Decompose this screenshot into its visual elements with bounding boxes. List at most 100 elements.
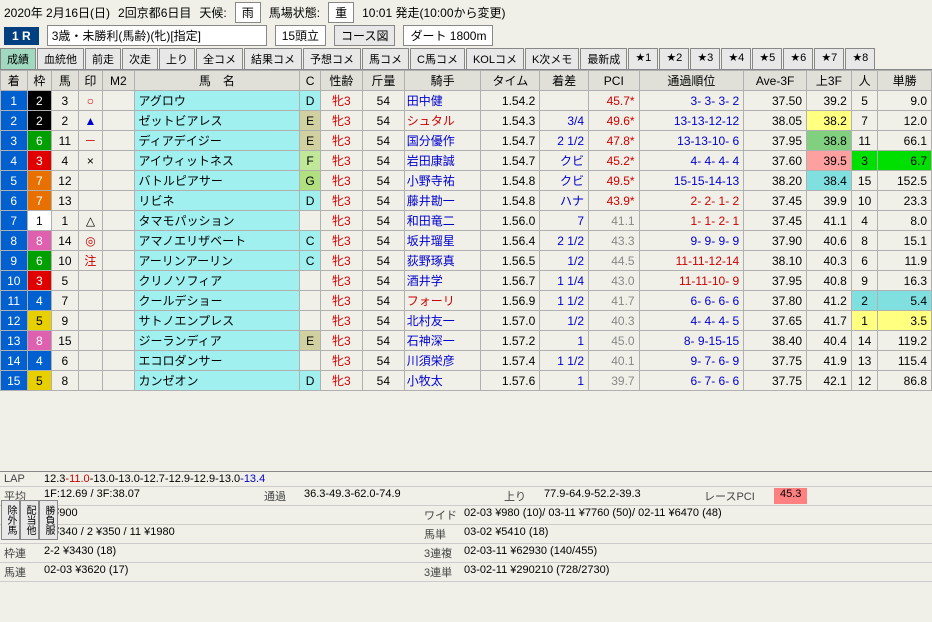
col-header[interactable]: 馬 名: [134, 71, 300, 91]
cell: カンゼオン: [134, 371, 300, 391]
table-row[interactable]: 1035クリノソフィア牝354酒井学1.56.71 1/443.011-11-1…: [1, 271, 932, 291]
tab-5[interactable]: 全コメ: [196, 48, 243, 69]
tab-6[interactable]: 結果コメ: [244, 48, 302, 69]
col-header[interactable]: M2: [103, 71, 134, 91]
cell: 119.2: [878, 331, 932, 351]
table-row[interactable]: 222▲ゼットビアレスE牝354シュタル1.54.33/449.6*13-13-…: [1, 111, 932, 131]
cell: 2: [1, 111, 28, 131]
col-header[interactable]: 斤量: [362, 71, 404, 91]
col-header[interactable]: 印: [78, 71, 103, 91]
side-tabs: 勝負服 配当他 除外馬: [1, 500, 58, 541]
tab-14[interactable]: ★2: [659, 48, 689, 69]
tab-1[interactable]: 血統他: [37, 48, 84, 69]
tab-4[interactable]: 上り: [159, 48, 195, 69]
cell: 14: [52, 231, 79, 251]
cell: [540, 91, 589, 111]
col-header[interactable]: 馬: [52, 71, 79, 91]
table-row[interactable]: 3611－ディアデイジーE牝354国分優作1.54.72 1/247.8*13-…: [1, 131, 932, 151]
tab-18[interactable]: ★6: [783, 48, 813, 69]
cell: 1.54.3: [481, 111, 540, 131]
tab-12[interactable]: 最新成: [580, 48, 627, 69]
cell: 12.0: [878, 111, 932, 131]
cell: 牝3: [320, 251, 362, 271]
cell: 86.8: [878, 371, 932, 391]
table-row[interactable]: 13815ジーランディアE牝354石神深一1.57.2145.08- 9-15-…: [1, 331, 932, 351]
table-row[interactable]: 8814◎アマノエリザベートC牝354坂井瑠星1.56.42 1/243.39-…: [1, 231, 932, 251]
pass-label: 通過: [264, 488, 304, 504]
side-tab-1[interactable]: 勝負服: [39, 500, 58, 540]
cell: 9: [1, 251, 28, 271]
table-row[interactable]: 123○アグロウD牝354田中健1.54.245.7*3- 3- 3- 237.…: [1, 91, 932, 111]
cell: [78, 311, 103, 331]
cell: 37.45: [744, 191, 807, 211]
wakuren-value: 2-2 ¥3430 (18): [44, 545, 424, 561]
col-header[interactable]: タイム: [481, 71, 540, 91]
cell: アーリンアーリン: [134, 251, 300, 271]
cell: [103, 291, 134, 311]
tab-11[interactable]: K次メモ: [525, 48, 579, 69]
col-header[interactable]: C: [300, 71, 321, 91]
table-row[interactable]: 1558カンゼオンD牝354小牧太1.57.6139.76- 7- 6- 637…: [1, 371, 932, 391]
tab-0[interactable]: 成績: [0, 48, 36, 69]
col-header[interactable]: 単勝: [878, 71, 932, 91]
tab-20[interactable]: ★8: [845, 48, 875, 69]
col-header[interactable]: 着: [1, 71, 28, 91]
cell: 6.7: [878, 151, 932, 171]
cell: [103, 351, 134, 371]
col-header[interactable]: 着差: [540, 71, 589, 91]
umatan-label: 馬単: [424, 526, 464, 542]
table-row[interactable]: 1446エコロダンサー牝354川須栄彦1.57.41 1/240.19- 7- …: [1, 351, 932, 371]
table-row[interactable]: 1259サトノエンプレス牝354北村友一1.57.01/240.34- 4- 4…: [1, 311, 932, 331]
table-row[interactable]: 9610注アーリンアーリンC牝354荻野琢真1.56.51/244.511-11…: [1, 251, 932, 271]
col-header[interactable]: PCI: [589, 71, 640, 91]
cell: ジーランディア: [134, 331, 300, 351]
col-header[interactable]: 枠: [27, 71, 52, 91]
col-header[interactable]: Ave-3F: [744, 71, 807, 91]
col-header[interactable]: 上3F: [807, 71, 852, 91]
wide-label: ワイド: [424, 507, 464, 523]
table-row[interactable]: 5712バトルピアサーG牝354小野寺祐1.54.8クビ49.5*15-15-1…: [1, 171, 932, 191]
tab-17[interactable]: ★5: [752, 48, 782, 69]
course-button[interactable]: コース図: [334, 25, 395, 46]
tab-13[interactable]: ★1: [628, 48, 658, 69]
sanfuku-value: 02-03-11 ¥62930 (140/455): [464, 545, 597, 561]
col-header[interactable]: 通過順位: [639, 71, 744, 91]
cell: 1.54.7: [481, 151, 540, 171]
tab-10[interactable]: KOLコメ: [466, 48, 524, 69]
table-row[interactable]: 711△タマモパッション牝354和田竜二1.56.0741.11- 1- 2- …: [1, 211, 932, 231]
cell: 国分優作: [404, 131, 481, 151]
cell: 54: [362, 371, 404, 391]
col-header[interactable]: 性齢: [320, 71, 362, 91]
side-tab-2[interactable]: 配当他: [20, 500, 39, 540]
cell: 7: [52, 291, 79, 311]
col-header[interactable]: 騎手: [404, 71, 481, 91]
col-header[interactable]: 人: [851, 71, 878, 91]
cell: 1 1/2: [540, 291, 589, 311]
tab-15[interactable]: ★3: [690, 48, 720, 69]
agari-label: 上り: [504, 488, 544, 504]
cell: 2: [52, 111, 79, 131]
cell: 7: [851, 111, 878, 131]
tab-8[interactable]: 馬コメ: [362, 48, 409, 69]
side-tab-3[interactable]: 除外馬: [1, 500, 20, 540]
cell: 7: [27, 191, 52, 211]
tab-19[interactable]: ★7: [814, 48, 844, 69]
start-time: 10:01 発走(10:00から変更): [362, 4, 505, 21]
tab-7[interactable]: 予想コメ: [303, 48, 361, 69]
table-row[interactable]: 434×アイウィットネスF牝354岩田康誠1.54.7クビ45.2*4- 4- …: [1, 151, 932, 171]
table-row[interactable]: 6713リビネD牝354藤井勘一1.54.8ハナ43.9*2- 2- 1- 23…: [1, 191, 932, 211]
cell: 13: [851, 351, 878, 371]
tab-2[interactable]: 前走: [85, 48, 121, 69]
tab-3[interactable]: 次走: [122, 48, 158, 69]
cell: 3- 3- 3- 2: [639, 91, 744, 111]
cell: [103, 271, 134, 291]
cell: 54: [362, 151, 404, 171]
cell: タマモパッション: [134, 211, 300, 231]
tab-9[interactable]: C馬コメ: [410, 48, 465, 69]
table-row[interactable]: 1147クールデショー牝354フォーリ1.56.91 1/241.76- 6- …: [1, 291, 932, 311]
cell: [300, 211, 321, 231]
wakuren-label: 枠連: [4, 545, 44, 561]
cell: 38.05: [744, 111, 807, 131]
cell: [103, 311, 134, 331]
tab-16[interactable]: ★4: [721, 48, 751, 69]
